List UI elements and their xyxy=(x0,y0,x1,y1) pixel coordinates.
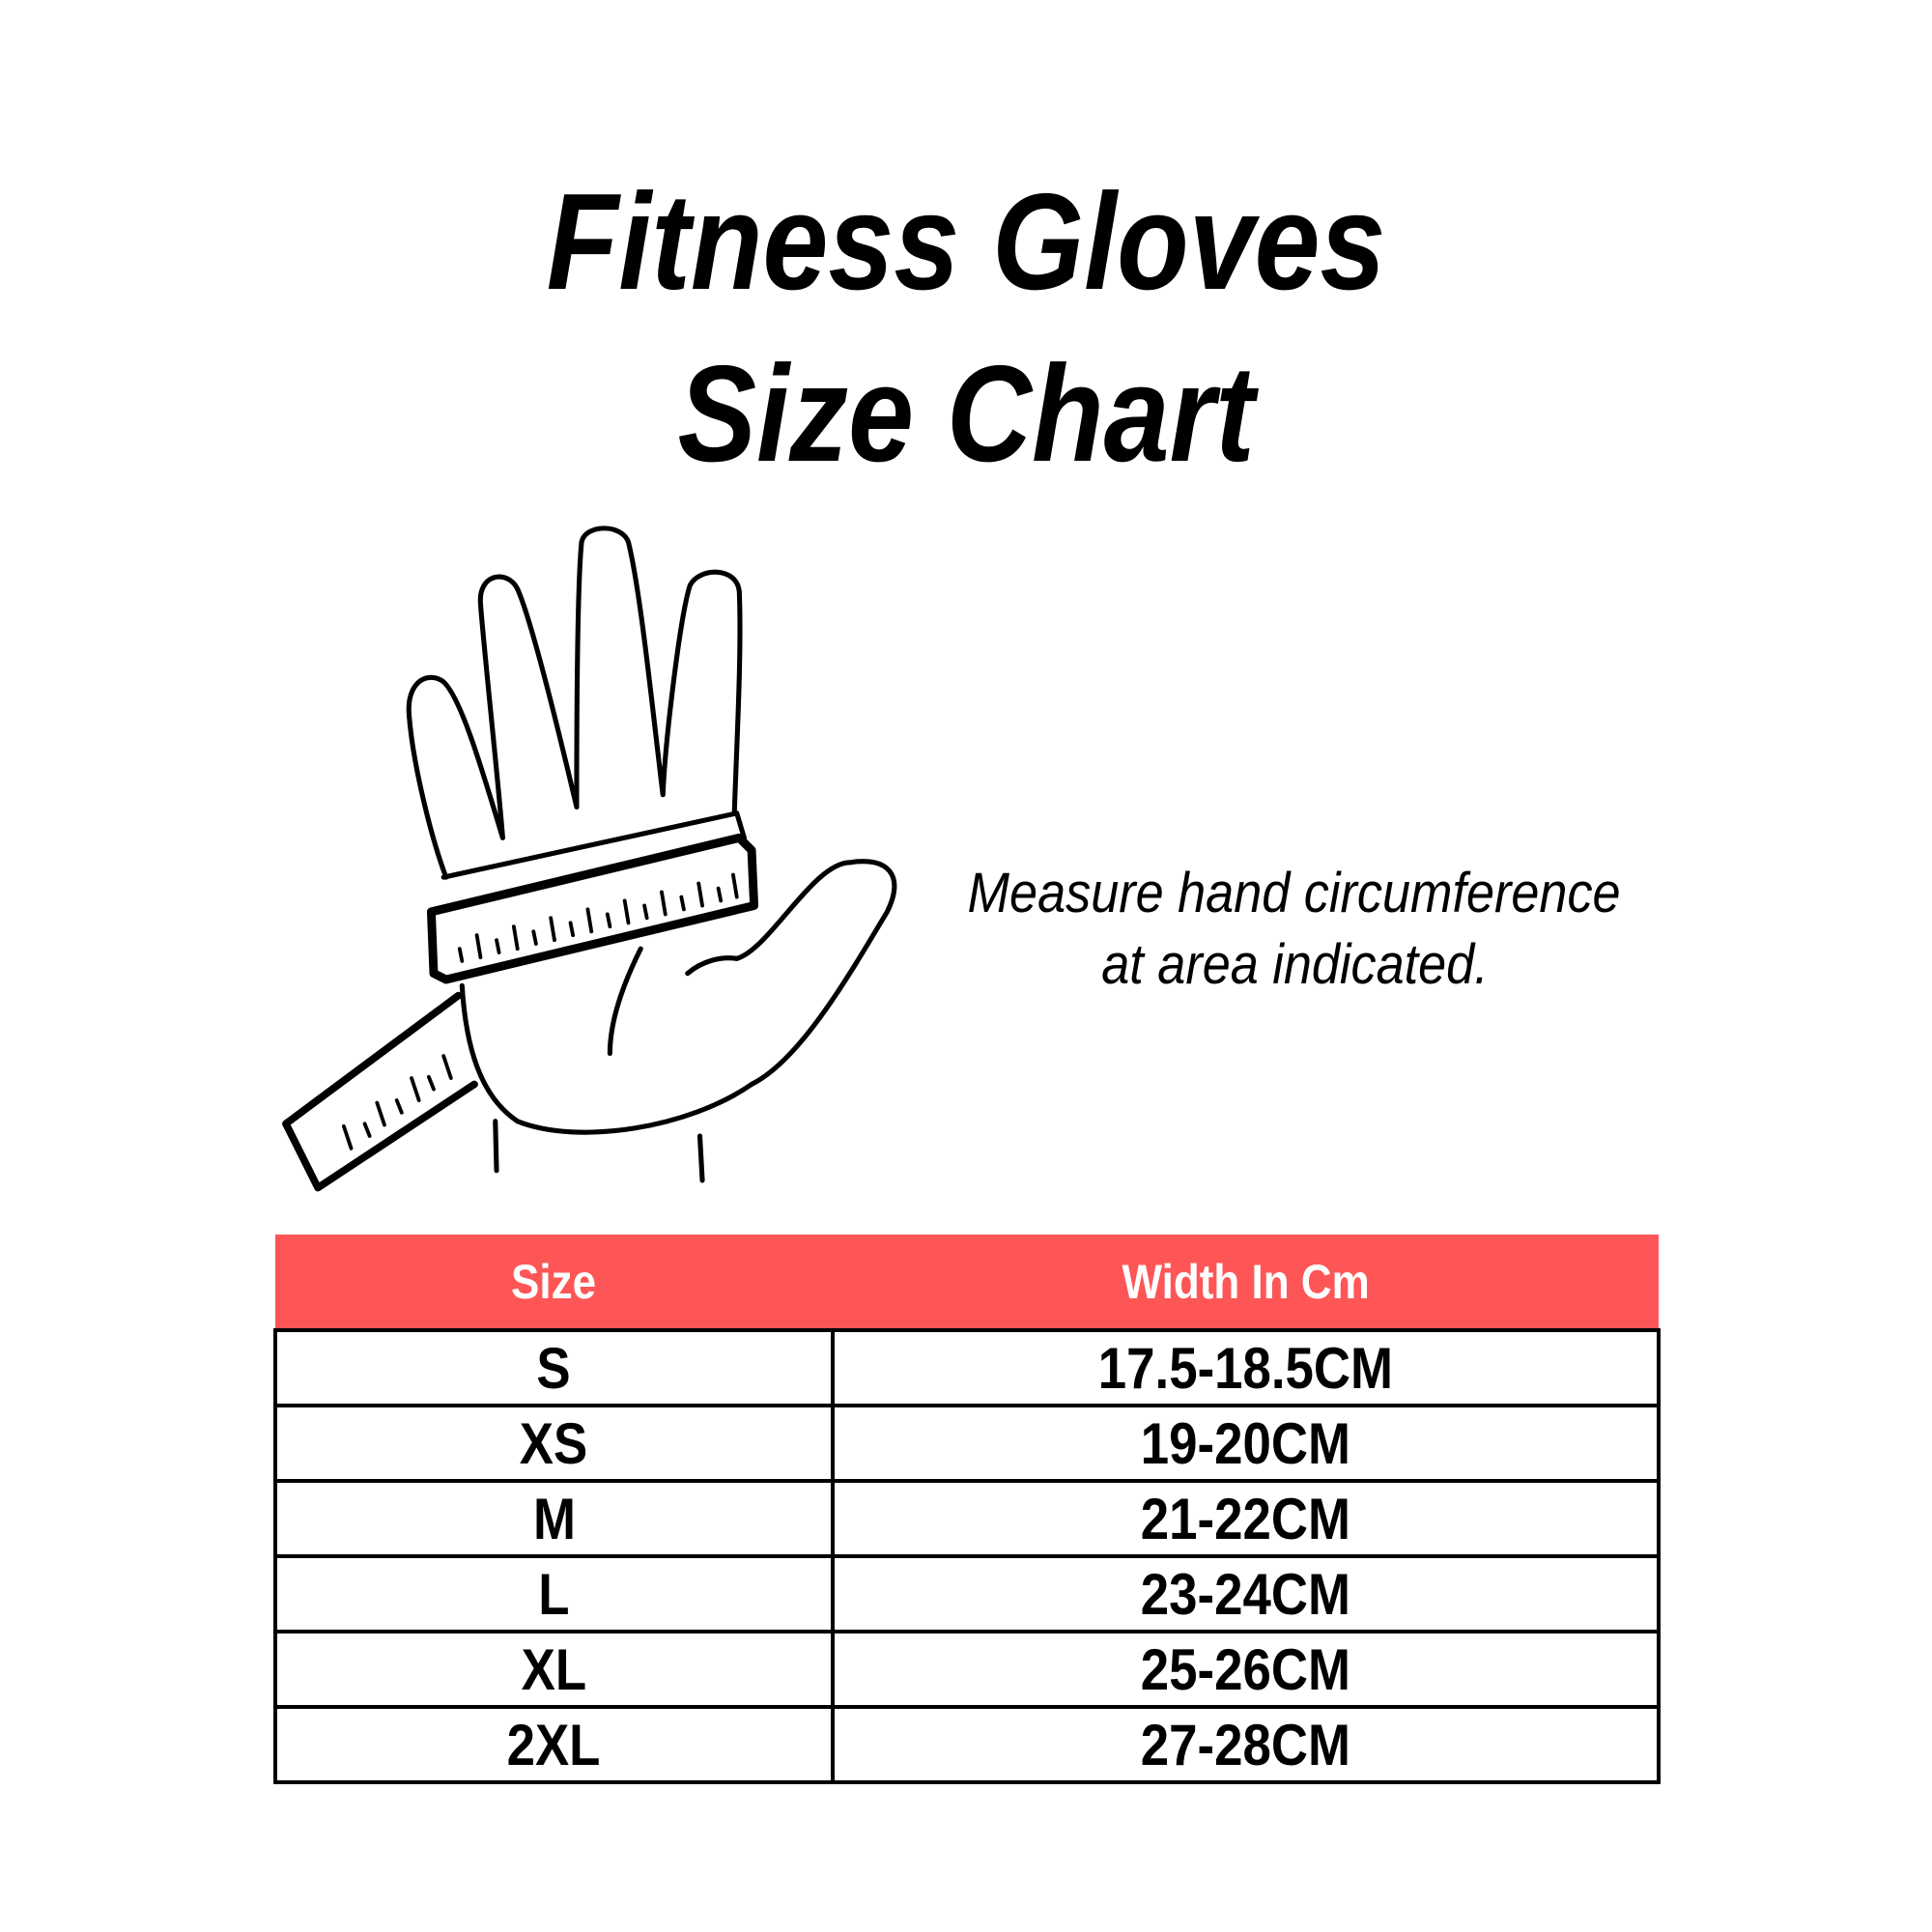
size-table: Size Width In Cm S 17.5-18.5CM XS 19-20CM … xyxy=(273,1235,1661,1784)
size-cell: S xyxy=(273,1328,835,1407)
table-row: S 17.5-18.5CM xyxy=(273,1328,1661,1407)
width-value: 23-24CM xyxy=(1140,1561,1351,1627)
size-value: S xyxy=(536,1335,572,1401)
header-size-label: Size xyxy=(511,1254,597,1309)
size-cell: 2XL xyxy=(273,1705,835,1784)
title-text-1: Fitness Gloves xyxy=(546,165,1386,319)
table-header-row: Size Width In Cm xyxy=(275,1235,1659,1330)
size-value: XS xyxy=(520,1410,588,1476)
width-value: 27-28CM xyxy=(1140,1712,1351,1777)
size-value: 2XL xyxy=(507,1712,601,1777)
size-value: L xyxy=(538,1561,570,1627)
instruction-line-2: at area indicated. xyxy=(1100,933,1489,996)
size-cell: M xyxy=(273,1479,835,1558)
table-row: 2XL 27-28CM xyxy=(273,1705,1661,1784)
width-value: 19-20CM xyxy=(1140,1410,1351,1476)
table-row: L 23-24CM xyxy=(273,1554,1661,1634)
size-cell: XL xyxy=(273,1630,835,1709)
width-value: 25-26CM xyxy=(1140,1636,1351,1702)
width-cell: 23-24CM xyxy=(831,1554,1661,1634)
width-cell: 25-26CM xyxy=(831,1630,1661,1709)
size-cell: XS xyxy=(273,1404,835,1483)
header-width-label: Width In Cm xyxy=(1122,1254,1370,1309)
instruction-line-1: Measure hand circumference xyxy=(967,862,1622,924)
width-cell: 19-20CM xyxy=(831,1404,1661,1483)
width-cell: 21-22CM xyxy=(831,1479,1661,1558)
title-line-2: Size Chart xyxy=(0,346,1932,483)
table-row: XL 25-26CM xyxy=(273,1630,1661,1709)
header-size: Size xyxy=(275,1235,833,1330)
size-cell: L xyxy=(273,1554,835,1634)
width-value: 21-22CM xyxy=(1140,1486,1351,1551)
width-cell: 27-28CM xyxy=(831,1705,1661,1784)
size-value: M xyxy=(532,1486,576,1551)
width-cell: 17.5-18.5CM xyxy=(831,1328,1661,1407)
measurement-instruction: Measure hand circumference at area indic… xyxy=(927,858,1662,1001)
title-text-2: Size Chart xyxy=(677,337,1255,491)
header-width: Width In Cm xyxy=(833,1235,1659,1330)
title-line-1: Fitness Gloves xyxy=(0,174,1932,311)
table-row: XS 19-20CM xyxy=(273,1404,1661,1483)
size-value: XL xyxy=(521,1636,587,1702)
width-value: 17.5-18.5CM xyxy=(1097,1335,1394,1401)
table-row: M 21-22CM xyxy=(273,1479,1661,1558)
